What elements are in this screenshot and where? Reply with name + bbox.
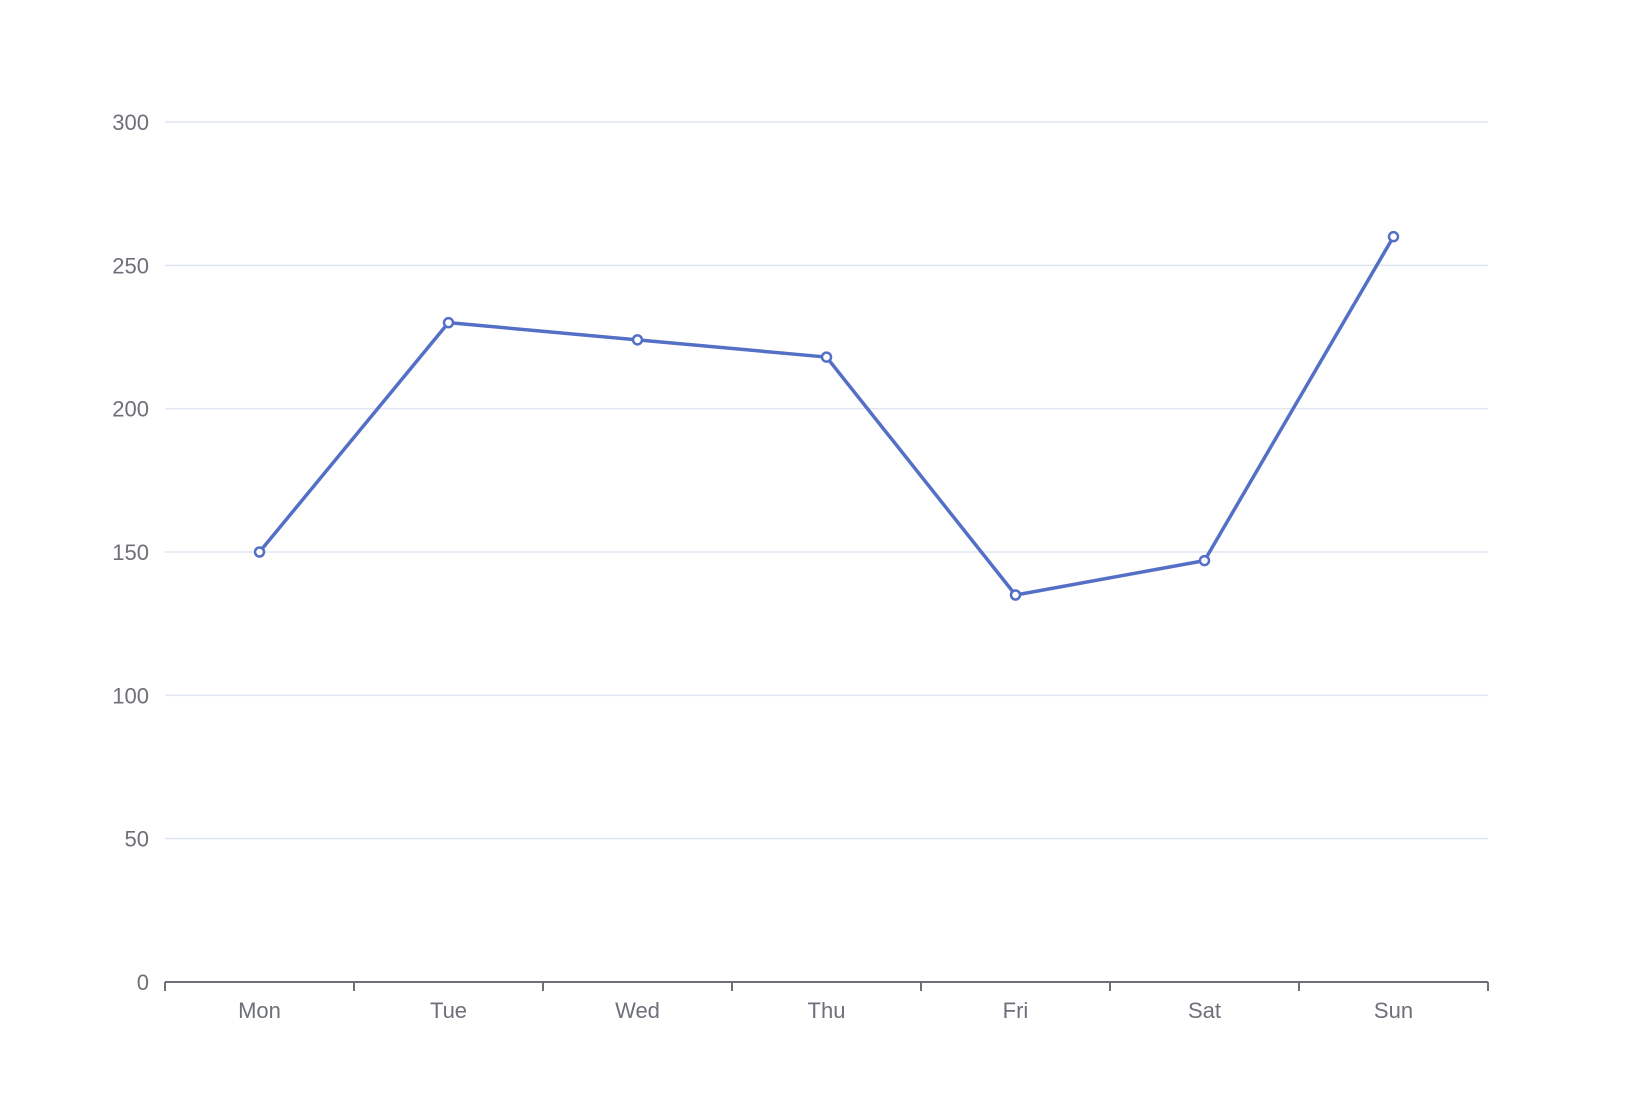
x-tick-label-thu: Thu [808, 998, 846, 1023]
x-axis [164, 981, 1489, 991]
data-point-sat[interactable] [1198, 554, 1211, 567]
series-line-0 [257, 234, 1396, 597]
y-tick-label-150: 150 [112, 540, 149, 565]
y-tick-label-200: 200 [112, 397, 149, 422]
y-tick-label-300: 300 [112, 110, 149, 135]
y-tick-label-250: 250 [112, 253, 149, 278]
grid-lines [165, 121, 1488, 840]
y-tick-label-50: 50 [125, 827, 149, 852]
x-tick-label-wed: Wed [615, 998, 660, 1023]
series-layer [253, 230, 1400, 601]
data-point-thu[interactable] [820, 351, 833, 363]
x-tick-label-fri: Fri [1003, 998, 1029, 1023]
x-tick-label-mon: Mon [238, 998, 281, 1023]
data-point-sun[interactable] [1387, 230, 1400, 243]
x-tick-label-tue: Tue [430, 998, 467, 1023]
y-axis-tick-labels: 0 50 100 150 200 250 300 [112, 110, 149, 995]
data-point-wed[interactable] [631, 334, 644, 346]
data-point-tue[interactable] [442, 316, 455, 329]
data-point-mon[interactable] [253, 546, 266, 558]
x-tick-label-sat: Sat [1188, 998, 1221, 1023]
y-tick-label-0: 0 [137, 970, 149, 995]
data-point-fri[interactable] [1009, 589, 1022, 601]
x-axis-tick-labels: Mon Tue Wed Thu Fri Sat Sun [238, 998, 1413, 1023]
x-tick-label-sun: Sun [1374, 998, 1413, 1023]
y-tick-label-100: 100 [112, 683, 149, 708]
